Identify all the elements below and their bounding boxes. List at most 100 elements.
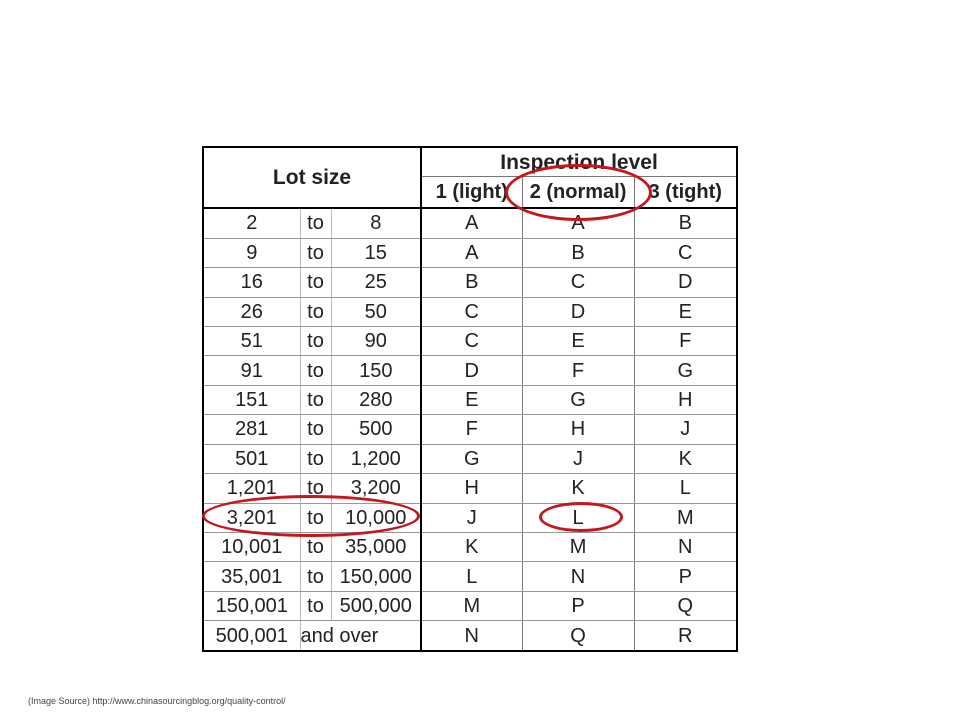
- level-3-code-cell: P: [634, 561, 738, 592]
- lot-from-cell: 500,001: [203, 620, 301, 651]
- lot-to-cell: 3,200: [331, 473, 423, 504]
- table-row: 500,001 and over N Q R: [203, 620, 737, 651]
- to-cell: to: [300, 297, 332, 327]
- level-2-code-cell: A: [522, 208, 635, 239]
- table-row: 91 to 150 D F G: [203, 355, 738, 386]
- lot-from-cell: 1,201: [203, 473, 301, 504]
- level-2-code-cell: M: [522, 532, 635, 563]
- level-3-code-cell: Q: [634, 591, 738, 622]
- level-1-code-cell: G: [421, 444, 523, 475]
- table-row: 151 to 280 E G H: [203, 385, 738, 416]
- lot-from-cell: 501: [203, 444, 301, 475]
- lot-from-cell: 16: [203, 267, 301, 298]
- table-row: 9 to 15 A B C: [203, 238, 738, 269]
- lot-from-cell: 9: [203, 238, 301, 269]
- level-2-header: 2 (normal): [522, 176, 635, 209]
- level-1-code-cell: H: [421, 473, 523, 504]
- level-1-code-cell: A: [421, 238, 523, 269]
- lot-to-cell: 8: [331, 208, 423, 239]
- to-cell: to: [300, 238, 332, 269]
- level-1-code-cell: C: [421, 326, 523, 357]
- aql-table-wrapper: Lot size Inspection level 1 (light) 2 (n…: [202, 146, 739, 652]
- inspection-level-header: Inspection level: [421, 147, 738, 177]
- level-2-code-cell: N: [522, 561, 635, 592]
- level-3-header: 3 (tight): [634, 176, 738, 209]
- to-cell: to: [300, 444, 332, 475]
- lot-to-cell: 15: [331, 238, 423, 269]
- level-2-code-cell: Q: [522, 620, 635, 651]
- level-1-code-cell: A: [421, 208, 523, 239]
- lot-to-cell: 25: [331, 267, 423, 298]
- level-3-code-cell: N: [634, 532, 738, 563]
- lot-to-cell: 150,000: [331, 561, 423, 592]
- level-1-header: 1 (light): [421, 176, 523, 209]
- lot-from-cell: 91: [203, 355, 301, 386]
- level-1-code-cell: B: [421, 267, 523, 298]
- level-1-code-cell: J: [421, 503, 523, 534]
- image-source-note: (Image Source) http://www.chinasourcingb…: [28, 696, 286, 706]
- table-row: 3,201 to 10,000 J L M: [203, 503, 738, 534]
- lot-from-cell: 51: [203, 326, 301, 357]
- level-1-code-cell: F: [421, 414, 523, 445]
- level-1-code-cell: M: [421, 591, 523, 622]
- level-3-code-cell: D: [634, 267, 738, 298]
- table-row: 35,001 to 150,000 L N P: [203, 561, 738, 592]
- table-row: 150,001 to 500,000 M P Q: [203, 591, 738, 622]
- to-cell: to: [300, 385, 332, 416]
- level-3-code-cell: C: [634, 238, 738, 269]
- level-1-code-cell: K: [421, 532, 523, 563]
- to-cell: to: [300, 473, 332, 504]
- level-3-code-cell: K: [634, 444, 738, 475]
- table-row: 1,201 to 3,200 H K L: [203, 473, 738, 504]
- table-row: 51 to 90 C E F: [203, 326, 738, 357]
- to-cell: to: [300, 532, 332, 563]
- level-1-code-cell: L: [421, 561, 523, 592]
- level-3-code-cell: F: [634, 326, 738, 357]
- and-over-cell: and over: [300, 620, 423, 651]
- level-2-code-cell: K: [522, 473, 635, 504]
- level-3-code-cell: J: [634, 414, 738, 445]
- to-cell: to: [300, 561, 332, 592]
- lot-from-cell: 10,001: [203, 532, 301, 563]
- lot-to-cell: 90: [331, 326, 423, 357]
- level-2-code-cell: F: [522, 355, 635, 386]
- level-1-code-cell: E: [421, 385, 523, 416]
- lot-to-cell: 500: [331, 414, 423, 445]
- level-3-code-cell: E: [634, 297, 738, 327]
- level-2-code-cell: G: [522, 385, 635, 416]
- lot-to-cell: 280: [331, 385, 423, 416]
- level-2-code-cell: L: [522, 503, 635, 534]
- level-2-code-cell: D: [522, 297, 635, 327]
- lot-from-cell: 150,001: [203, 591, 301, 622]
- lot-from-cell: 35,001: [203, 561, 301, 592]
- lot-to-cell: 10,000: [331, 503, 423, 534]
- to-cell: to: [300, 355, 332, 386]
- level-3-code-cell: M: [634, 503, 738, 534]
- to-cell: to: [300, 326, 332, 357]
- level-2-code-cell: B: [522, 238, 635, 269]
- level-2-code-cell: C: [522, 267, 635, 298]
- lot-to-cell: 1,200: [331, 444, 423, 475]
- lot-size-header: Lot size: [203, 147, 423, 209]
- level-3-code-cell: B: [634, 208, 738, 239]
- level-3-code-cell: G: [634, 355, 738, 386]
- lot-from-cell: 151: [203, 385, 301, 416]
- level-1-code-cell: D: [421, 355, 523, 386]
- level-2-code-cell: J: [522, 444, 635, 475]
- to-cell: to: [300, 503, 332, 534]
- lot-from-cell: 2: [203, 208, 301, 239]
- to-cell: to: [300, 591, 332, 622]
- level-3-code-cell: L: [634, 473, 738, 504]
- to-cell: to: [300, 267, 332, 298]
- table-row: 281 to 500 F H J: [203, 414, 738, 445]
- table-row: 501 to 1,200 G J K: [203, 444, 738, 475]
- level-3-code-cell: R: [678, 624, 693, 647]
- level-3-code-cell: H: [634, 385, 738, 416]
- table-body: 2 to 8 A A B 9 to 15 A B C 16 to 25 B C D 26 to 50 C D E 51 to 90 C…: [203, 208, 738, 651]
- to-cell: to: [300, 414, 332, 445]
- level-1-code-cell: C: [421, 297, 523, 327]
- lot-to-cell: 50: [331, 297, 423, 327]
- table-row: 16 to 25 B C D: [203, 267, 738, 298]
- lot-from-cell: 281: [203, 414, 301, 445]
